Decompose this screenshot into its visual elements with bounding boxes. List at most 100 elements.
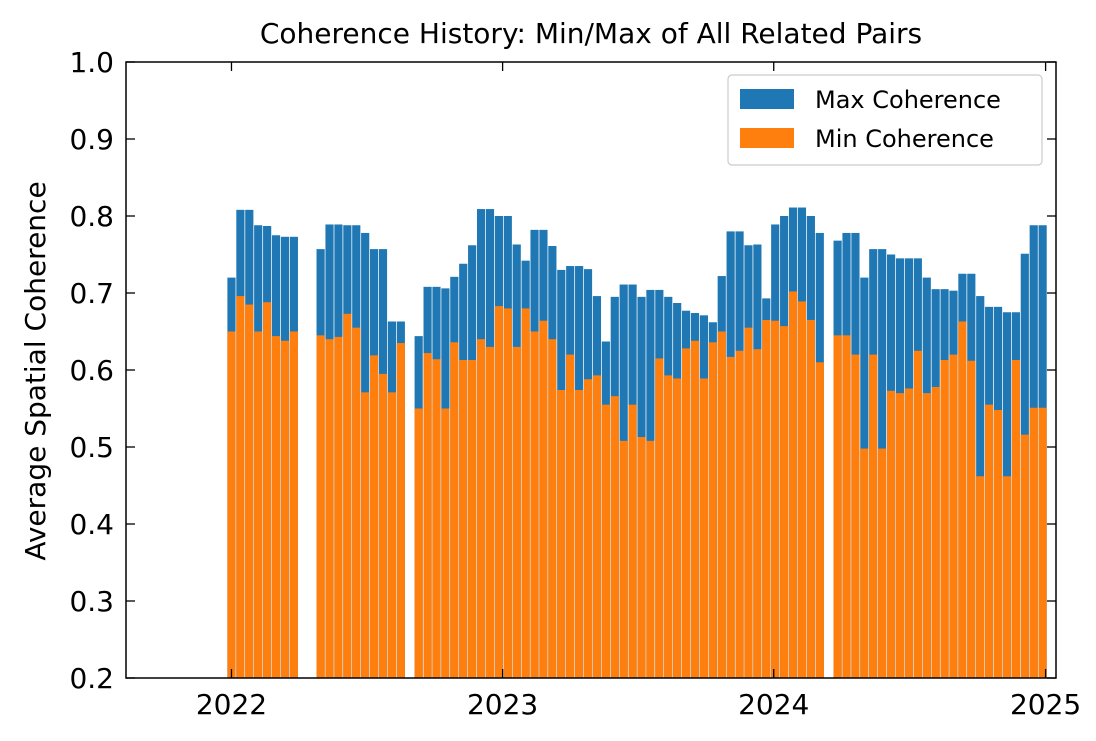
min-coherence-bar-53 (726, 356, 735, 678)
y-tick-label: 0.8 (69, 200, 114, 233)
legend-label-min: Min Coherence (815, 125, 994, 153)
min-coherence-bar-41 (619, 440, 628, 678)
min-coherence-bar-57 (762, 319, 771, 678)
min-coherence-bar-23 (459, 359, 468, 678)
min-coherence-bar-33 (548, 339, 557, 678)
min-coherence-bar-54 (735, 350, 744, 678)
min-coherence-bar-42 (628, 404, 637, 678)
min-coherence-bar-44 (646, 440, 655, 678)
y-tick-label: 0.2 (69, 662, 114, 695)
min-coherence-bar-66 (851, 354, 860, 678)
min-coherence-bar-87 (1038, 407, 1047, 678)
y-tick-label: 0.6 (69, 354, 114, 387)
min-coherence-bar-80 (976, 476, 985, 678)
min-coherence-bar-85 (1020, 434, 1029, 678)
legend-swatch-max (740, 89, 794, 109)
min-coherence-bar-18 (414, 408, 423, 678)
min-coherence-bar-73 (913, 350, 922, 678)
min-coherence-bars (227, 291, 1047, 678)
min-coherence-bar-2 (245, 304, 254, 678)
y-tick-label: 0.9 (69, 123, 114, 156)
min-coherence-bar-52 (717, 331, 726, 678)
min-coherence-bar-69 (878, 448, 887, 678)
legend-swatch-min (740, 128, 794, 148)
min-coherence-bar-82 (993, 410, 1003, 678)
min-coherence-bar-36 (575, 390, 584, 678)
x-tick-label: 2022 (196, 688, 267, 721)
chart-title: Coherence History: Min/Max of All Relate… (260, 17, 922, 50)
min-coherence-bar-79 (967, 360, 976, 678)
min-coherence-bar-30 (521, 308, 530, 678)
min-coherence-bar-59 (780, 326, 789, 678)
min-coherence-bar-51 (708, 342, 717, 678)
min-coherence-bar-27 (494, 306, 503, 678)
min-coherence-bar-28 (503, 308, 512, 678)
min-coherence-bar-60 (788, 291, 798, 678)
min-coherence-bar-83 (1002, 476, 1012, 678)
min-coherence-bar-0 (227, 331, 236, 678)
min-coherence-bar-7 (289, 331, 298, 678)
min-coherence-bar-63 (815, 362, 824, 678)
min-coherence-bar-81 (985, 404, 994, 678)
min-coherence-bar-5 (271, 336, 281, 678)
y-axis-label: Average Spatial Coherence (19, 181, 52, 560)
y-tick-label: 0.5 (69, 431, 114, 464)
min-coherence-bar-71 (895, 393, 905, 678)
min-coherence-bar-10 (334, 336, 343, 678)
min-coherence-bar-67 (860, 448, 869, 678)
min-coherence-bar-35 (566, 354, 575, 678)
min-coherence-bar-9 (325, 339, 334, 678)
min-coherence-bar-8 (316, 335, 325, 678)
min-coherence-bar-58 (771, 320, 780, 678)
min-coherence-bar-11 (343, 313, 352, 678)
min-coherence-bar-65 (842, 335, 851, 678)
min-coherence-bar-21 (441, 408, 450, 678)
min-coherence-bar-39 (601, 404, 610, 678)
min-coherence-bar-61 (797, 301, 807, 678)
min-coherence-bar-72 (904, 388, 914, 678)
min-coherence-bar-55 (744, 327, 753, 678)
min-coherence-bar-68 (869, 354, 878, 678)
min-coherence-bar-4 (263, 302, 272, 678)
min-coherence-bar-37 (583, 379, 593, 678)
min-coherence-bar-22 (450, 342, 459, 678)
min-coherence-bar-40 (610, 396, 619, 678)
x-tick-label: 2024 (738, 688, 809, 721)
legend: Max Coherence Min Coherence (727, 74, 1043, 166)
min-coherence-bar-76 (940, 359, 949, 678)
min-coherence-bar-16 (387, 392, 397, 678)
min-coherence-bar-32 (539, 320, 548, 678)
min-coherence-bar-64 (833, 335, 842, 678)
min-coherence-bar-26 (485, 346, 495, 678)
min-coherence-bar-31 (530, 331, 539, 678)
min-coherence-bar-78 (958, 321, 967, 678)
axes: 0.2 0.3 0.4 0.5 0.6 0.7 0.8 0.9 1.0 2022 2023 2024 2… (69, 46, 1081, 721)
min-coherence-bar-17 (396, 343, 405, 678)
min-coherence-bar-15 (378, 373, 388, 678)
min-coherence-bar-3 (254, 331, 263, 678)
min-coherence-bar-1 (236, 296, 245, 678)
legend-label-max: Max Coherence (815, 86, 1001, 114)
y-tick-label: 0.4 (69, 508, 114, 541)
min-coherence-bar-84 (1011, 359, 1020, 678)
min-coherence-bar-34 (557, 390, 566, 678)
min-coherence-bar-50 (699, 378, 708, 678)
min-coherence-bar-74 (922, 393, 931, 678)
min-coherence-bar-62 (806, 319, 815, 678)
min-coherence-bar-24 (468, 359, 477, 678)
y-tick-label: 1.0 (69, 46, 114, 79)
x-tick-label: 2023 (467, 688, 538, 721)
min-coherence-bar-86 (1029, 407, 1038, 678)
x-tick-label: 2025 (1010, 688, 1081, 721)
y-tick-label: 0.7 (69, 277, 114, 310)
min-coherence-bar-38 (592, 375, 602, 678)
min-coherence-bar-49 (690, 340, 700, 678)
min-coherence-bar-12 (352, 327, 361, 678)
min-coherence-bar-70 (887, 390, 896, 678)
min-coherence-bar-43 (637, 436, 646, 678)
legend-box (727, 74, 1043, 166)
y-tick-label: 0.3 (69, 585, 114, 618)
min-coherence-bar-46 (664, 375, 673, 678)
min-coherence-bar-13 (361, 392, 370, 678)
